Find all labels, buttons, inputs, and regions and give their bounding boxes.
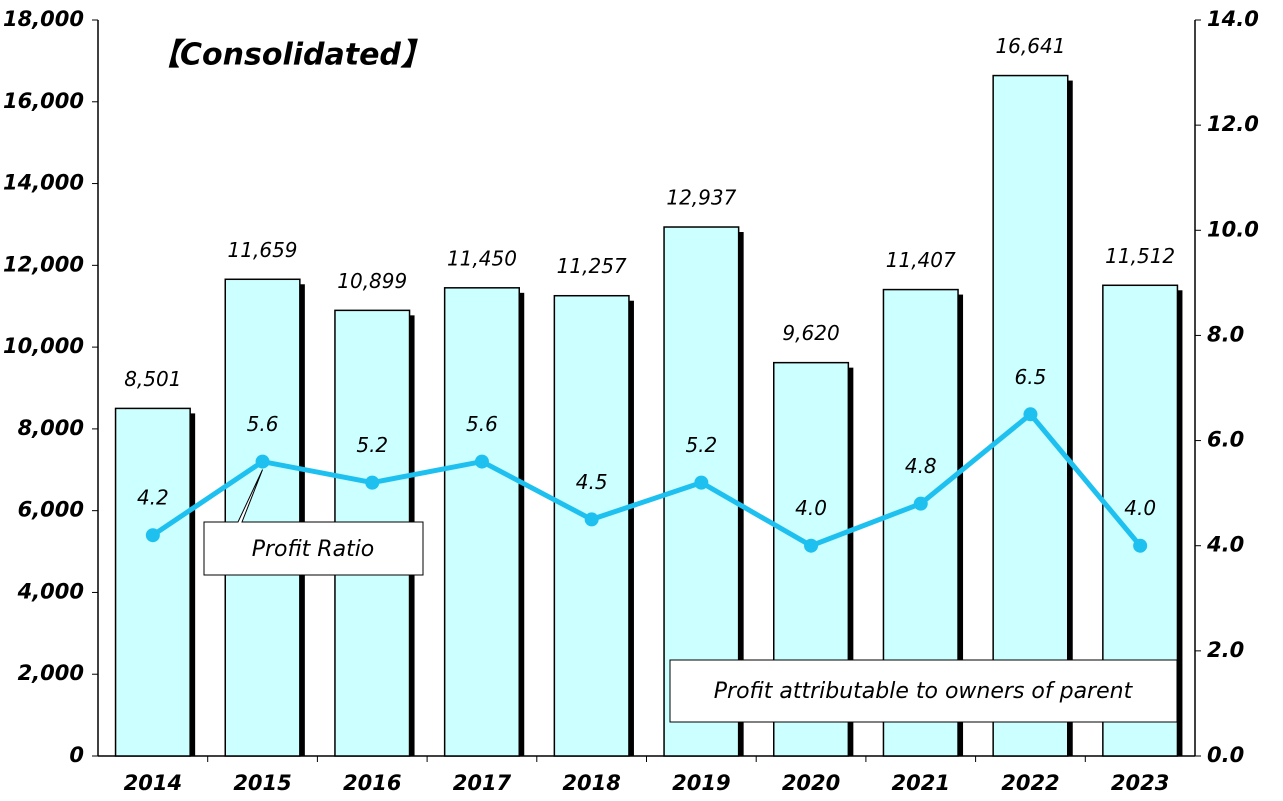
bar-value-label: 11,659 xyxy=(228,238,298,262)
x-tick-label: 2016 xyxy=(343,771,401,795)
line-point xyxy=(804,538,819,553)
legend-box xyxy=(669,659,1178,723)
bar xyxy=(224,278,301,757)
y-tick-label: 8,000 xyxy=(18,416,84,440)
bar-value-label: 11,450 xyxy=(447,246,517,270)
y-tick-label: 10,000 xyxy=(3,334,84,358)
line-value-label: 4.0 xyxy=(795,496,827,520)
y2-tick-label: 12.0 xyxy=(1207,112,1259,136)
line-value-label: 5.6 xyxy=(247,412,279,436)
y2-tick-label: 4.0 xyxy=(1206,533,1244,557)
line-point xyxy=(913,496,928,511)
line xyxy=(151,410,1143,549)
legend-label: Profit Ratio xyxy=(252,537,375,562)
bar-value-label: 9,620 xyxy=(782,321,839,345)
x-tick-label: 2021 xyxy=(892,771,950,795)
bar-value-label: 8,501 xyxy=(124,367,181,391)
line-point xyxy=(255,454,270,469)
line-point xyxy=(474,454,489,469)
chart-title: 【Consolidated】 xyxy=(150,38,431,73)
bar-value-label: 12,937 xyxy=(666,186,736,210)
y2-tick-label: 10.0 xyxy=(1207,217,1259,241)
y-tick-label: 4,000 xyxy=(17,579,84,603)
y-tick-label: 6,000 xyxy=(18,498,84,522)
line-value-label: 4.5 xyxy=(576,470,608,494)
x-tick-label: 2015 xyxy=(233,771,291,795)
line-point xyxy=(584,512,599,527)
x-tick-label: 2022 xyxy=(1001,771,1059,795)
y2-tick-label: 2.0 xyxy=(1207,638,1244,662)
bar xyxy=(443,287,520,757)
bar-value-label: 11,512 xyxy=(1105,244,1175,268)
x-tick-label: 2014 xyxy=(124,771,182,795)
y-tick-label: 0 xyxy=(69,743,84,767)
line-point xyxy=(365,475,380,490)
legend-label: Profit attributable to owners of parent xyxy=(714,679,1134,704)
line-value-label: 5.2 xyxy=(356,433,388,457)
y-tick-label: 16,000 xyxy=(3,89,84,113)
legend-callout xyxy=(203,469,424,576)
y2-tick-label: 6.0 xyxy=(1207,428,1244,452)
line-value-label: 6.5 xyxy=(1015,365,1047,389)
y-tick-label: 2,000 xyxy=(18,661,84,685)
line-point xyxy=(1133,538,1148,553)
y-tick-label: 14,000 xyxy=(3,171,84,195)
line-value-label: 4.0 xyxy=(1124,496,1156,520)
line-value-label: 5.6 xyxy=(466,412,498,436)
line-point xyxy=(145,528,160,543)
y-tick-label: 18,000 xyxy=(3,7,84,31)
bar-value-label: 10,899 xyxy=(337,269,407,293)
x-tick-label: 2023 xyxy=(1111,771,1169,795)
x-tick-label: 2019 xyxy=(672,771,730,795)
line-point xyxy=(694,475,709,490)
y2-tick-label: 8.0 xyxy=(1207,322,1244,346)
bar-value-label: 11,257 xyxy=(557,254,627,278)
x-tick-label: 2020 xyxy=(782,771,840,795)
bar xyxy=(114,407,191,757)
bar-value-label: 11,407 xyxy=(886,248,956,272)
line-value-label: 4.8 xyxy=(905,454,937,478)
bar-value-label: 16,641 xyxy=(995,34,1065,58)
line-value-label: 4.2 xyxy=(137,486,169,510)
y-tick-label: 12,000 xyxy=(3,252,84,276)
line-value-label: 5.2 xyxy=(685,433,717,457)
y2-tick-label: 14.0 xyxy=(1207,7,1259,31)
x-tick-label: 2017 xyxy=(453,771,512,795)
line-point xyxy=(1023,407,1038,422)
y2-tick-label: 0.0 xyxy=(1207,743,1244,767)
x-tick-label: 2018 xyxy=(562,771,620,795)
